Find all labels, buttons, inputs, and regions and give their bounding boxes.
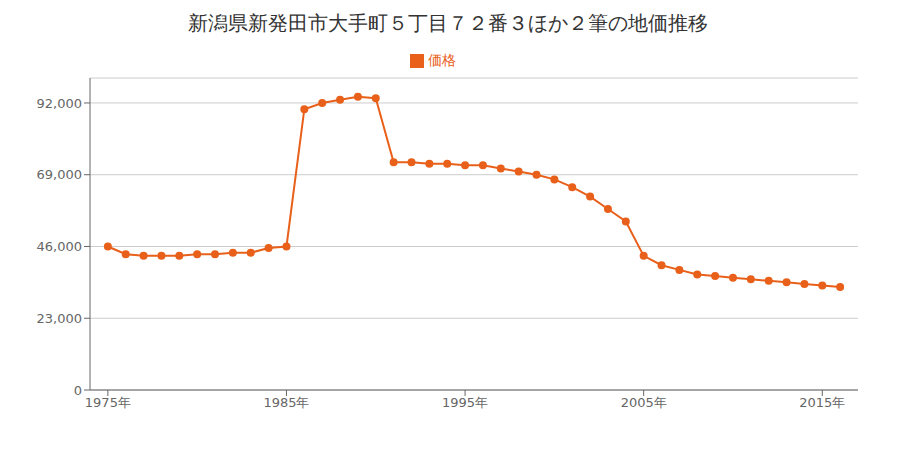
svg-text:2005年: 2005年 [621, 395, 667, 410]
svg-text:69,000: 69,000 [37, 167, 83, 182]
svg-text:92,000: 92,000 [37, 96, 83, 111]
svg-text:46,000: 46,000 [37, 239, 83, 254]
html-text:新潟県新発田市大手町５丁目７２番３ほか２筆の地価推移: 新潟県新発田市大手町５丁目７２番３ほか２筆の地価推移 [188, 11, 708, 35]
svg-text:1995年: 1995年 [442, 395, 488, 410]
svg-text:0: 0 [74, 383, 82, 398]
html-text:価格: 価格 [428, 52, 456, 68]
svg-text:23,000: 23,000 [37, 311, 83, 326]
svg-text:1975年: 1975年 [85, 395, 131, 410]
svg-text:1985年: 1985年 [263, 395, 309, 410]
svg-text:2015年: 2015年 [799, 395, 845, 410]
